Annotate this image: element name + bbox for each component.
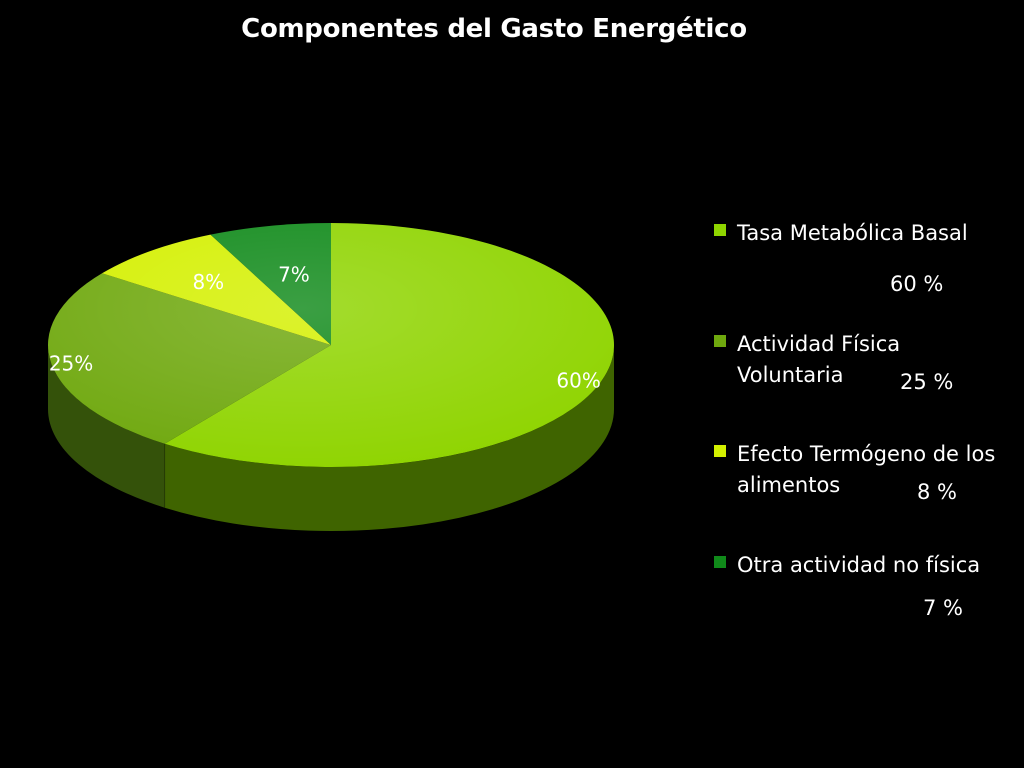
legend-swatch <box>714 224 726 236</box>
slice-efecto-termogeno-label: 8% <box>192 270 224 294</box>
slice-actividad-fisica-side <box>48 345 165 508</box>
legend-label: Actividad Física Voluntaria <box>737 332 901 387</box>
legend-percent: 60 % <box>890 272 944 296</box>
pie-top-group <box>47 223 615 467</box>
legend-percent: 8 % <box>917 480 957 504</box>
slice-tasa-metabolica-side <box>164 345 614 531</box>
legend-percent: 25 % <box>900 370 954 394</box>
legend-swatch <box>714 445 726 457</box>
slice-tasa-metabolica-label: 60% <box>556 369 600 393</box>
legend-label: Tasa Metabólica Basal <box>737 221 968 245</box>
slice-otra-actividad-label: 7% <box>278 263 310 287</box>
legend-label: Efecto Termógeno de los alimentos <box>737 442 996 497</box>
pie-gloss <box>48 223 614 467</box>
legend-swatch <box>714 556 726 568</box>
pie-labels-group: 60% 25% 8% 7% <box>49 263 601 393</box>
slice-actividad-fisica-label: 25% <box>49 352 93 376</box>
pie-side-group <box>48 345 614 531</box>
legend-percent: 7 % <box>923 596 963 620</box>
legend-swatch <box>714 335 726 347</box>
legend-label: Otra actividad no física <box>737 553 981 577</box>
chart-title: Componentes del Gasto Energético <box>241 14 747 44</box>
